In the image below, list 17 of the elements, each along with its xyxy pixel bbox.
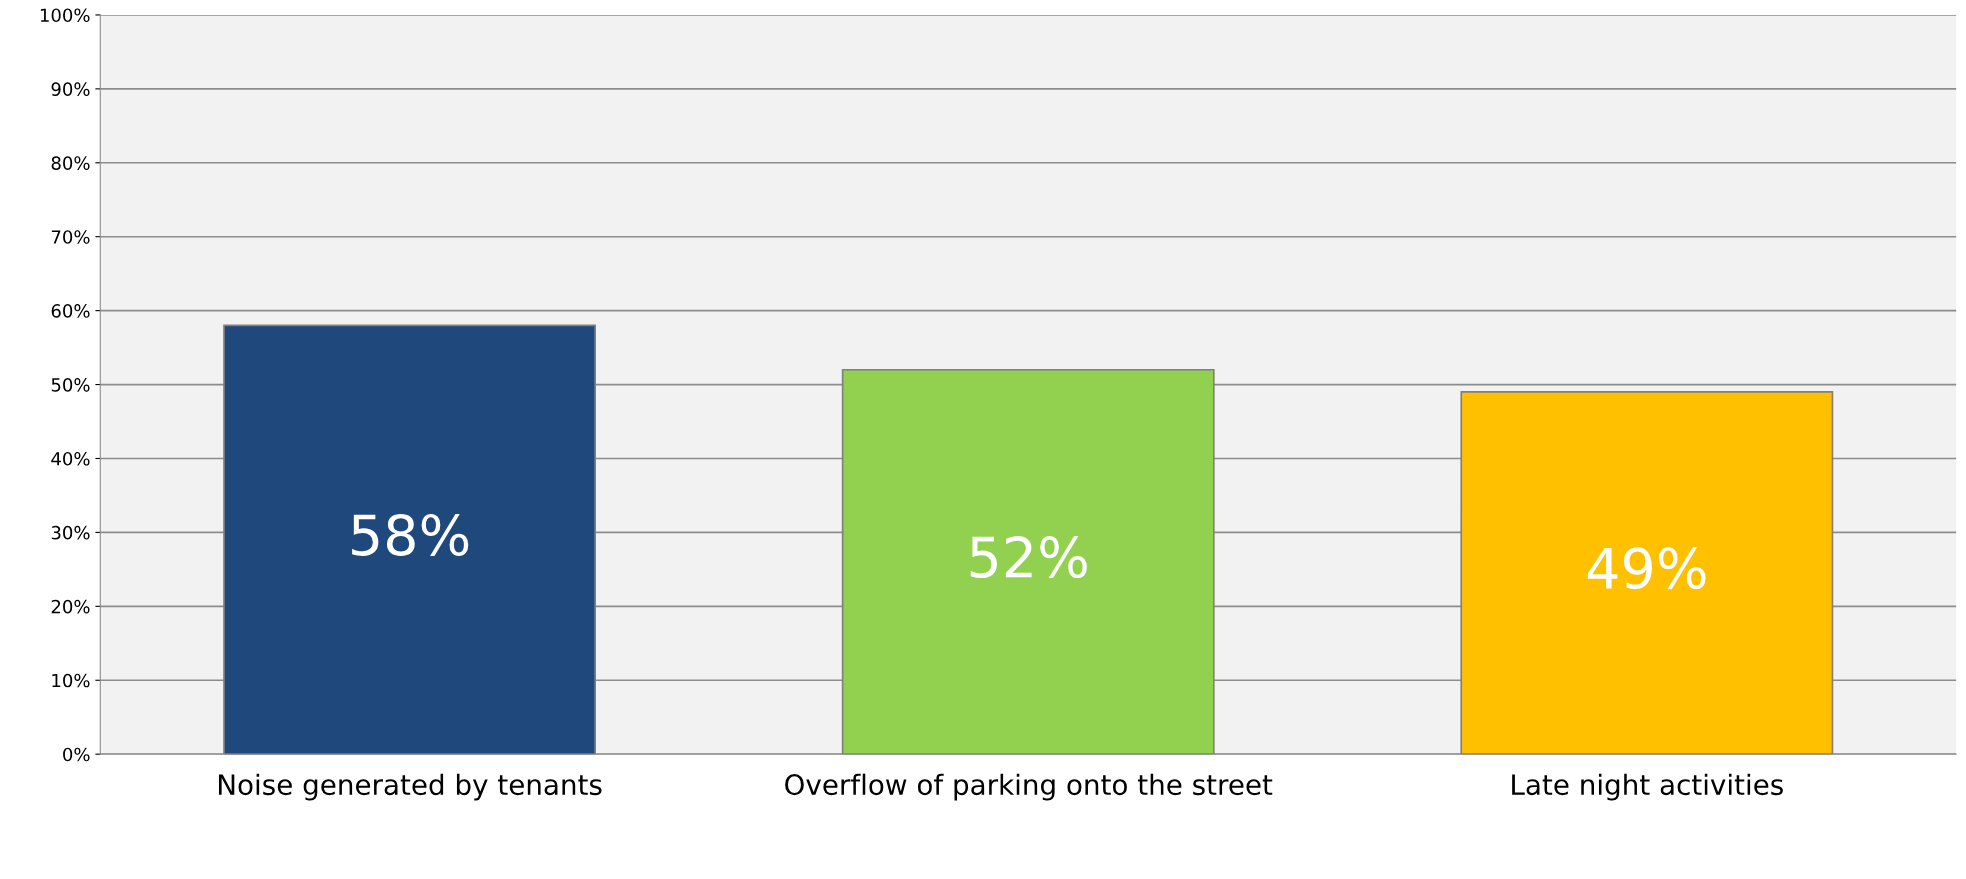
y-tick-label: 40% bbox=[51, 451, 90, 466]
x-tick-label: Noise generated by tenants bbox=[218, 773, 602, 801]
x-tick-label: Late night activities bbox=[1512, 773, 1783, 801]
y-tick-label: 10% bbox=[52, 673, 90, 688]
y-tick-label: 80% bbox=[51, 156, 90, 170]
y-tick-label: 50% bbox=[51, 378, 90, 392]
y-tick-label: 70% bbox=[51, 230, 90, 244]
data-label: 49% bbox=[1587, 547, 1706, 590]
x-tick-label: Overflow of parking onto the street bbox=[785, 773, 1273, 801]
y-tick-label: 20% bbox=[51, 599, 90, 614]
y-tick-label: 100% bbox=[40, 8, 90, 23]
y-tick-label: 0% bbox=[63, 747, 90, 762]
y-tick-label: 60% bbox=[51, 304, 90, 318]
y-tick-label: 90% bbox=[51, 82, 90, 96]
y-tick-label: 30% bbox=[51, 525, 90, 540]
data-label: 58% bbox=[352, 513, 469, 556]
data-label: 52% bbox=[970, 536, 1087, 579]
